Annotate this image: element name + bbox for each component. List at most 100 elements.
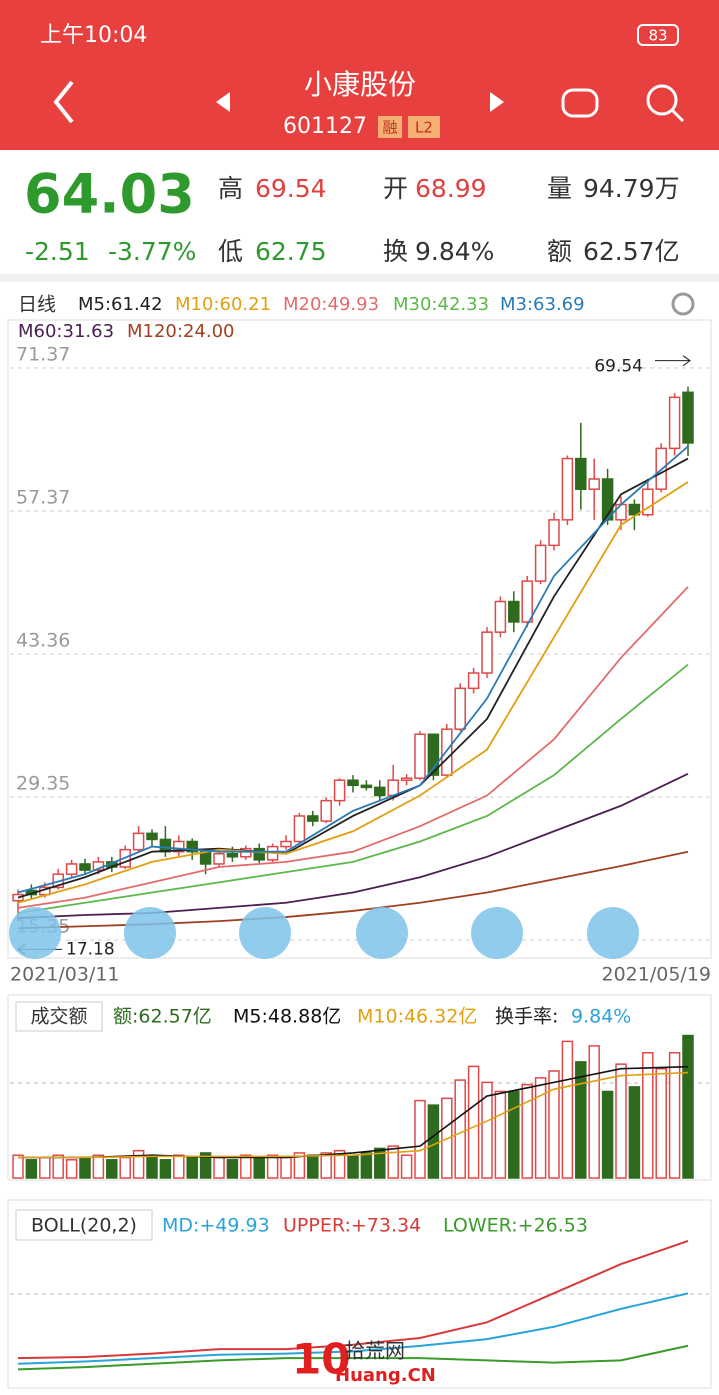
next-stock[interactable]	[490, 92, 504, 112]
candle-body	[387, 779, 399, 797]
legend-item: MD:+49.93	[162, 1215, 270, 1237]
indicator-line	[17, 663, 689, 914]
turnover-label: 换手率:	[495, 1006, 558, 1028]
volume-bar	[454, 1079, 466, 1179]
watermark-domain: Huang.CN	[335, 1365, 436, 1386]
volume-bar	[106, 1159, 118, 1179]
candle-body	[548, 519, 560, 547]
candle-body	[280, 840, 292, 848]
volume-bar	[642, 1052, 654, 1179]
status-time: 上午10:04	[40, 23, 147, 48]
candle-body	[467, 672, 480, 690]
chart-control[interactable]	[124, 907, 176, 959]
legend-item: M20:49.93	[283, 294, 379, 315]
volume-bar	[253, 1156, 265, 1179]
volume-bar	[494, 1090, 507, 1179]
candle-body	[561, 457, 574, 521]
y-tick-label: 57.37	[16, 486, 70, 508]
battery-level: 83	[648, 27, 667, 45]
legend-item: LOWER:+26.53	[443, 1215, 588, 1237]
indicator-line	[17, 481, 689, 904]
candle-body	[628, 503, 641, 516]
volume-bar	[601, 1090, 614, 1179]
battery	[637, 24, 679, 46]
candle-body	[521, 580, 533, 623]
watermark-number: 10	[292, 1335, 350, 1384]
period: 日线	[18, 294, 56, 316]
volume-bar	[213, 1156, 225, 1179]
boll-title-box	[15, 1209, 153, 1241]
volume-bar	[186, 1156, 198, 1179]
volume-bar	[25, 1159, 38, 1179]
settings-icon[interactable]	[671, 292, 695, 316]
volume-bar	[682, 1034, 694, 1179]
chart-control[interactable]	[239, 907, 291, 959]
search-icon[interactable]	[646, 84, 678, 116]
volume-bar	[52, 1154, 64, 1179]
chart-control[interactable]	[356, 907, 408, 959]
boll-title: BOLL(20,2)	[31, 1215, 137, 1237]
volume-bar	[146, 1154, 158, 1179]
stock-name: 小康股份	[304, 68, 416, 101]
indicator-line	[17, 1344, 689, 1371]
candle-body	[400, 777, 413, 781]
legend-item: M30:42.33	[393, 294, 489, 315]
candle-body	[441, 728, 453, 776]
candle-body	[427, 733, 440, 776]
volume-bar	[12, 1154, 24, 1179]
prev-stock[interactable]	[216, 92, 230, 112]
volume-bar	[333, 1149, 346, 1179]
amount: 额:62.57亿	[113, 1006, 212, 1028]
volume-bar	[293, 1152, 306, 1179]
candle-body	[481, 631, 493, 674]
volume-bar	[400, 1154, 413, 1179]
volume-bar	[266, 1154, 279, 1179]
value: 94.79万	[583, 174, 680, 203]
chart-control[interactable]	[587, 907, 639, 959]
candle-body	[508, 600, 520, 623]
candle-body	[65, 863, 78, 875]
label: 高	[218, 174, 243, 203]
change-pct: -3.77%	[108, 237, 196, 266]
volume-bar	[414, 1099, 426, 1179]
candle-body	[307, 815, 319, 822]
back-button[interactable]	[53, 80, 74, 124]
chart-control[interactable]	[471, 907, 523, 959]
candle-body	[682, 391, 694, 444]
volume-bar	[575, 1061, 587, 1179]
label: 换	[383, 237, 408, 266]
candle-body	[253, 847, 265, 861]
tag-l2: L2	[415, 119, 433, 137]
candle-body	[132, 832, 145, 851]
divider	[0, 274, 719, 282]
boll-panel	[7, 1199, 712, 1389]
tag-margin: 融	[382, 119, 397, 137]
volume-bar	[226, 1159, 239, 1179]
high-annotation: 69.54	[594, 357, 643, 377]
legend-item: M5:48.88亿	[233, 1006, 341, 1028]
turnover: 9.84%	[571, 1006, 631, 1028]
volume-bar	[508, 1090, 520, 1179]
candle-body	[494, 600, 507, 633]
y-tick-label: 29.35	[16, 773, 70, 795]
end-date: 2021/05/19	[601, 964, 711, 986]
indicator-line	[17, 1292, 689, 1365]
candle-body	[668, 396, 681, 450]
volume-panel	[7, 994, 712, 1181]
candle-body	[360, 784, 373, 789]
label: 额	[547, 237, 572, 266]
volume-bar	[132, 1149, 145, 1179]
candle-body	[320, 799, 332, 822]
volume-bar	[588, 1045, 600, 1179]
volume-bar	[427, 1104, 440, 1179]
indicator-line	[18, 1071, 689, 1159]
robot-icon[interactable]	[561, 88, 599, 118]
volume-bar	[173, 1154, 185, 1179]
chart-control[interactable]	[9, 907, 61, 959]
legend-item: M60:31.63	[18, 321, 114, 342]
volume-bar	[655, 1067, 667, 1179]
candle-body	[575, 457, 587, 490]
search-icon	[670, 108, 685, 123]
volume-bar	[615, 1063, 627, 1179]
